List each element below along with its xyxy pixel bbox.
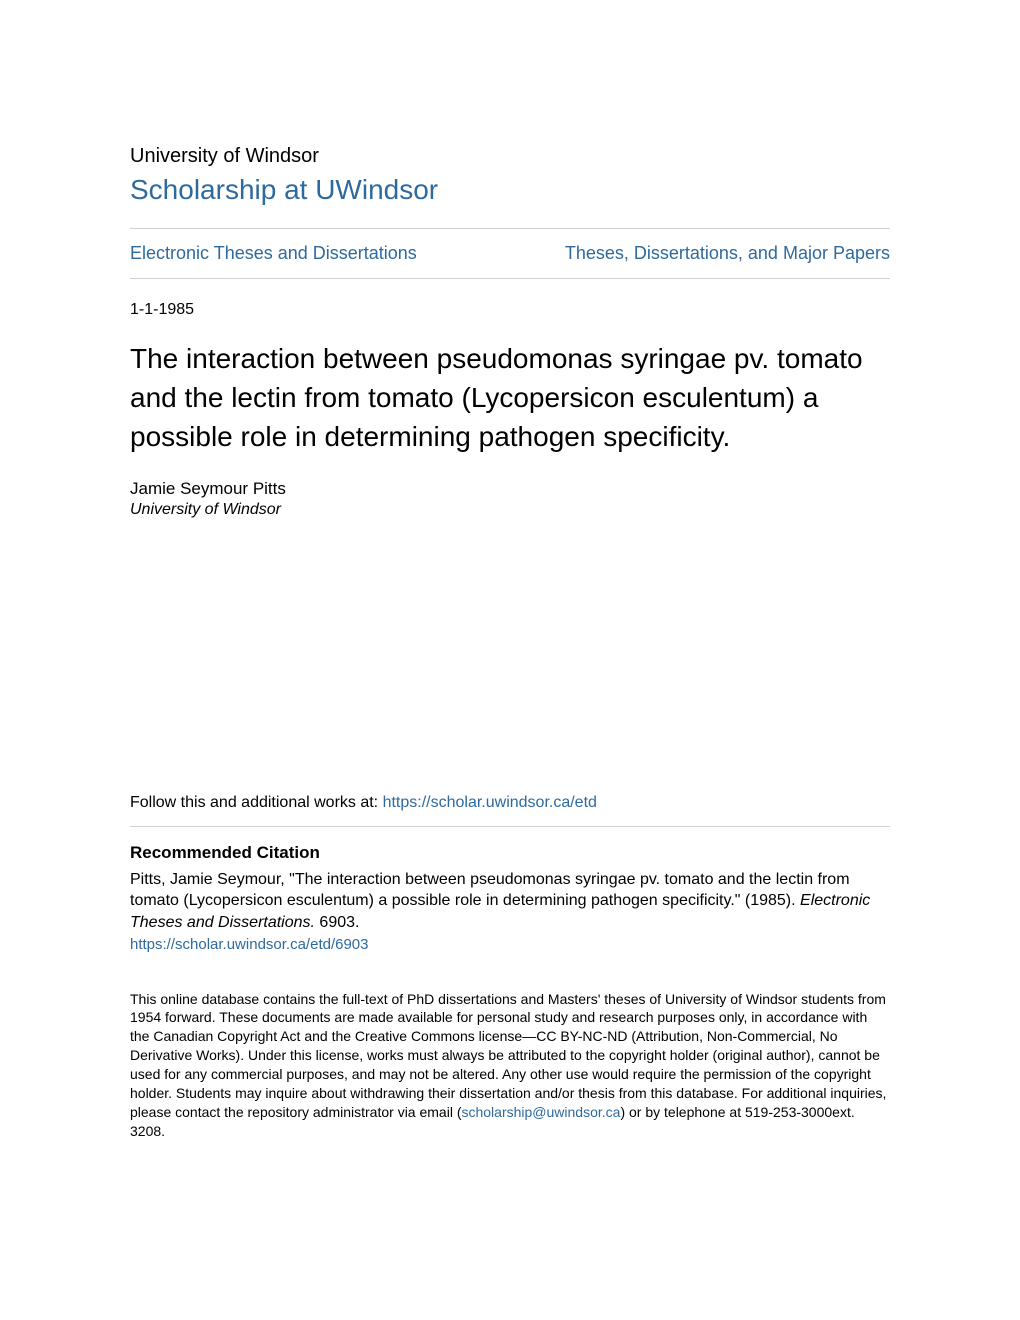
breadcrumb-nav: Electronic Theses and Dissertations Thes… — [130, 243, 890, 264]
nav-link-parent[interactable]: Theses, Dissertations, and Major Papers — [565, 243, 890, 264]
author-affiliation: University of Windsor — [130, 501, 890, 519]
citation-url[interactable]: https://scholar.uwindsor.ca/etd/6903 — [130, 935, 890, 955]
contact-email[interactable]: scholarship@uwindsor.ca — [461, 1104, 620, 1120]
divider — [130, 228, 890, 229]
institution-name: University of Windsor — [130, 145, 890, 168]
divider — [130, 826, 890, 827]
publication-date: 1-1-1985 — [130, 301, 890, 319]
citation-number: 6903. — [315, 914, 359, 931]
site-title[interactable]: Scholarship at UWindsor — [130, 174, 890, 206]
follow-works-line: Follow this and additional works at: htt… — [130, 794, 890, 812]
author-name: Jamie Seymour Pitts — [130, 479, 890, 499]
follow-prefix: Follow this and additional works at: — [130, 794, 383, 811]
spacer — [130, 519, 890, 794]
follow-url[interactable]: https://scholar.uwindsor.ca/etd — [383, 794, 597, 811]
disclaimer-body: This online database contains the full-t… — [130, 991, 886, 1120]
disclaimer-text: This online database contains the full-t… — [130, 990, 890, 1141]
citation-text: Pitts, Jamie Seymour, "The interaction b… — [130, 869, 890, 956]
citation-heading: Recommended Citation — [130, 843, 890, 863]
citation-body: Pitts, Jamie Seymour, "The interaction b… — [130, 871, 850, 910]
paper-title: The interaction between pseudomonas syri… — [130, 339, 890, 457]
divider — [130, 278, 890, 279]
nav-link-collection[interactable]: Electronic Theses and Dissertations — [130, 243, 417, 264]
